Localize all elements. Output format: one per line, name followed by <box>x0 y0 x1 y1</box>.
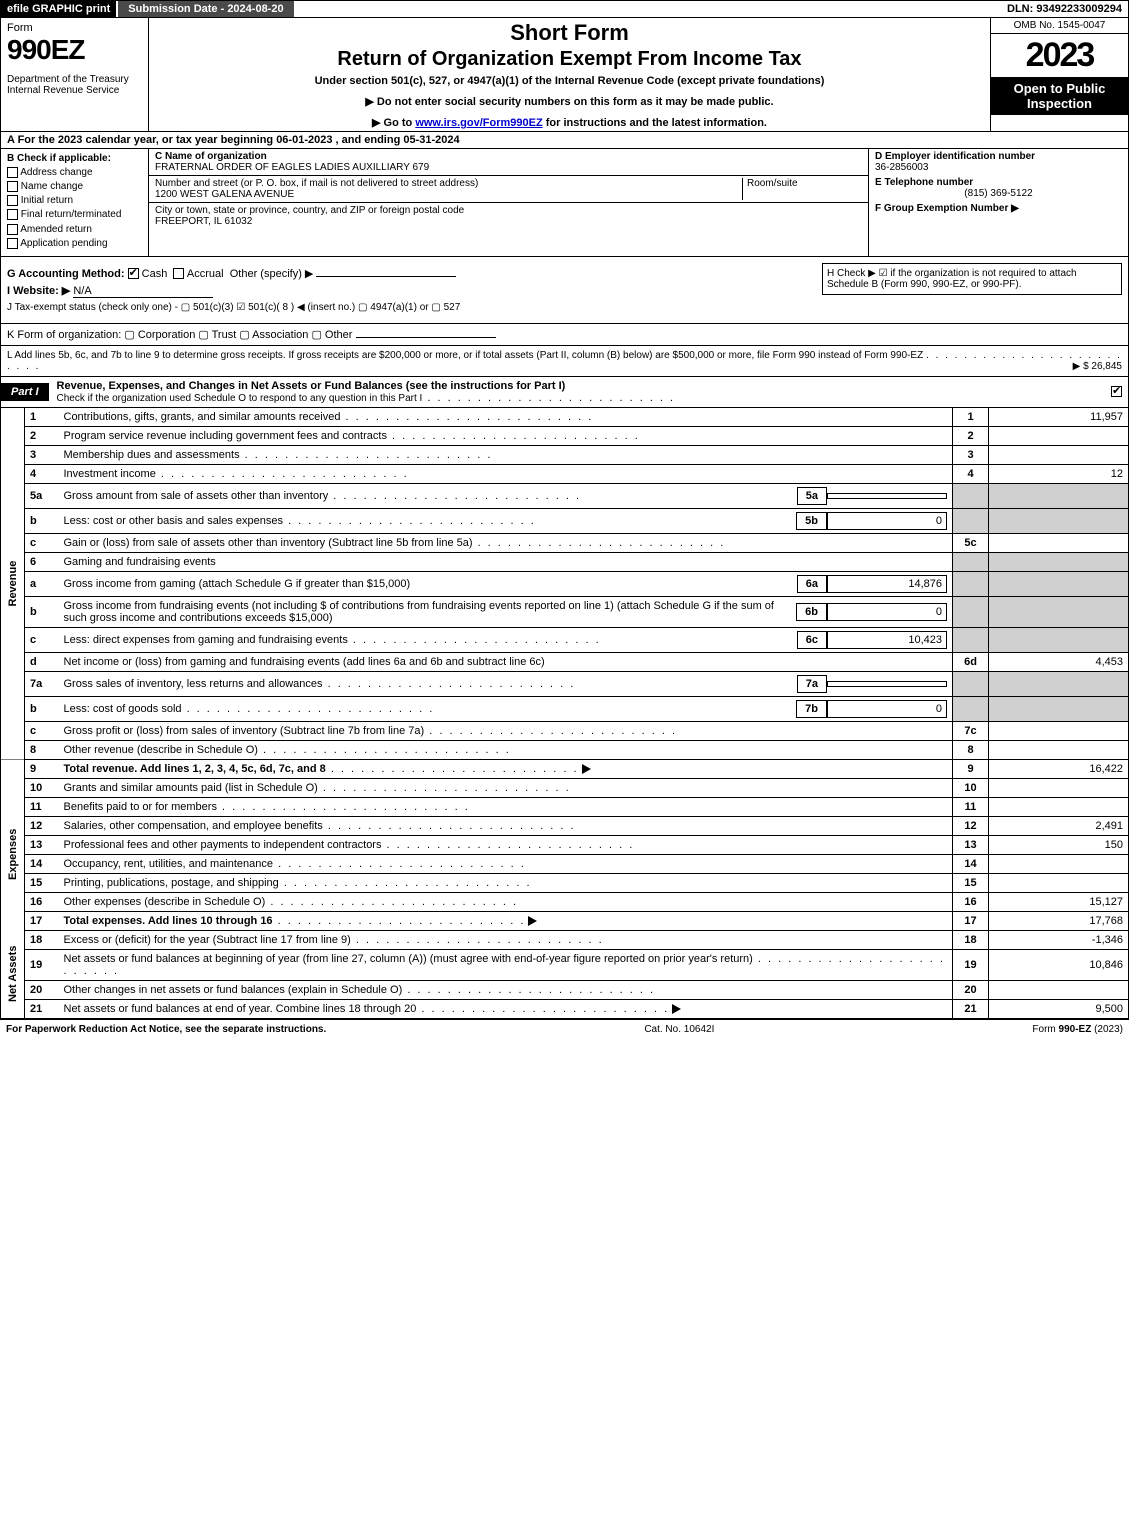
lines-table: Revenue 1 Contributions, gifts, grants, … <box>0 408 1129 1019</box>
submission-date: Submission Date - 2024-08-20 <box>116 1 295 17</box>
section-bcdef: B Check if applicable: Address change Na… <box>0 149 1129 257</box>
part1-check <box>1111 386 1128 398</box>
arrow-icon <box>672 1004 681 1014</box>
footer-cat: Cat. No. 10642I <box>644 1024 714 1035</box>
f-row: F Group Exemption Number ▶ <box>869 201 1128 216</box>
chk-application-pending: Application pending <box>7 238 142 249</box>
val-6a: 14,876 <box>827 575 947 593</box>
col-b: B Check if applicable: Address change Na… <box>1 149 149 256</box>
irs-link[interactable]: www.irs.gov/Form990EZ <box>415 117 542 129</box>
c-addr-row: Number and street (or P. O. box, if mail… <box>149 176 868 203</box>
val-6c: 10,423 <box>827 631 947 649</box>
val-18: -1,346 <box>989 930 1129 949</box>
e-row: E Telephone number (815) 369-5122 <box>869 175 1128 201</box>
efile-label: efile GRAPHIC print <box>1 1 116 17</box>
phone: (815) 369-5122 <box>875 188 1122 199</box>
j-row: J Tax-exempt status (check only one) - ▢… <box>7 302 1122 313</box>
val-13: 150 <box>989 835 1129 854</box>
header-left: Form 990EZ Department of the Treasury In… <box>1 18 149 131</box>
section-ghij: H Check ▶ ☑ if the organization is not r… <box>0 257 1129 324</box>
c-city-row: City or town, state or province, country… <box>149 203 868 229</box>
val-3 <box>989 445 1129 464</box>
note-ssn: ▶ Do not enter social security numbers o… <box>155 95 984 108</box>
title-short-form: Short Form <box>155 20 984 46</box>
chk-accrual <box>173 268 184 279</box>
c-name-row: C Name of organization FRATERNAL ORDER O… <box>149 149 868 176</box>
org-street: 1200 WEST GALENA AVENUE <box>155 189 294 200</box>
part1-header: Part I Revenue, Expenses, and Changes in… <box>0 377 1129 408</box>
chk-address-change: Address change <box>7 167 142 178</box>
note-goto: ▶ Go to www.irs.gov/Form990EZ for instru… <box>155 116 984 129</box>
val-5c <box>989 533 1129 552</box>
inspection-badge: Open to Public Inspection <box>991 77 1128 115</box>
form-word: Form <box>7 22 142 34</box>
arrow-icon <box>528 916 537 926</box>
l-row: L Add lines 5b, 6c, and 7b to line 9 to … <box>0 346 1129 377</box>
val-2 <box>989 426 1129 445</box>
form-number: 990EZ <box>7 34 142 66</box>
omb-number: OMB No. 1545-0047 <box>991 18 1128 34</box>
part1-title: Revenue, Expenses, and Changes in Net As… <box>49 377 1111 407</box>
org-city: FREEPORT, IL 61032 <box>155 216 252 227</box>
val-6d: 4,453 <box>989 652 1129 671</box>
ein: 36-2856003 <box>875 162 928 173</box>
col-de: D Employer identification number 36-2856… <box>868 149 1128 256</box>
val-7b: 0 <box>827 700 947 718</box>
chk-name-change: Name change <box>7 181 142 192</box>
l-amount: ▶ $ 26,845 <box>1073 361 1122 372</box>
page-footer: For Paperwork Reduction Act Notice, see … <box>0 1019 1129 1039</box>
val-1: 11,957 <box>989 408 1129 427</box>
side-net-assets: Net Assets <box>1 930 25 1018</box>
chk-cash <box>128 268 139 279</box>
form-header: Form 990EZ Department of the Treasury In… <box>0 18 1129 132</box>
val-19: 10,846 <box>989 949 1129 980</box>
k-row: K Form of organization: ▢ Corporation ▢ … <box>0 324 1129 346</box>
header-center: Short Form Return of Organization Exempt… <box>149 18 990 131</box>
footer-form: Form 990-EZ (2023) <box>1032 1024 1123 1035</box>
val-4: 12 <box>989 464 1129 483</box>
val-9: 16,422 <box>989 759 1129 778</box>
col-c: C Name of organization FRATERNAL ORDER O… <box>149 149 868 256</box>
val-16: 15,127 <box>989 892 1129 911</box>
val-12: 2,491 <box>989 816 1129 835</box>
val-5b: 0 <box>827 512 947 530</box>
side-revenue: Revenue <box>1 408 25 760</box>
arrow-icon <box>582 764 591 774</box>
row-a-tax-year: A For the 2023 calendar year, or tax yea… <box>0 132 1129 149</box>
val-21: 9,500 <box>989 999 1129 1018</box>
subtitle: Under section 501(c), 527, or 4947(a)(1)… <box>155 75 984 87</box>
chk-final-return: Final return/terminated <box>7 209 142 220</box>
h-box: H Check ▶ ☑ if the organization is not r… <box>822 263 1122 295</box>
title-return: Return of Organization Exempt From Incom… <box>155 48 984 71</box>
website-val: N/A <box>73 285 213 298</box>
b-heading: B Check if applicable: <box>7 153 142 164</box>
org-name: FRATERNAL ORDER OF EAGLES LADIES AUXILLI… <box>155 162 429 173</box>
chk-initial-return: Initial return <box>7 195 142 206</box>
chk-amended-return: Amended return <box>7 224 142 235</box>
top-bar: efile GRAPHIC print Submission Date - 20… <box>0 0 1129 18</box>
side-expenses: Expenses <box>1 778 25 930</box>
val-6b: 0 <box>827 603 947 621</box>
dept-label: Department of the Treasury Internal Reve… <box>7 74 142 96</box>
tax-year: 2023 <box>991 34 1128 77</box>
dln: DLN: 93492233009294 <box>1001 1 1128 17</box>
val-17: 17,768 <box>989 911 1129 930</box>
part1-tab: Part I <box>1 383 49 401</box>
footer-left: For Paperwork Reduction Act Notice, see … <box>6 1024 326 1035</box>
header-right: OMB No. 1545-0047 2023 Open to Public In… <box>990 18 1128 131</box>
d-row: D Employer identification number 36-2856… <box>869 149 1128 175</box>
